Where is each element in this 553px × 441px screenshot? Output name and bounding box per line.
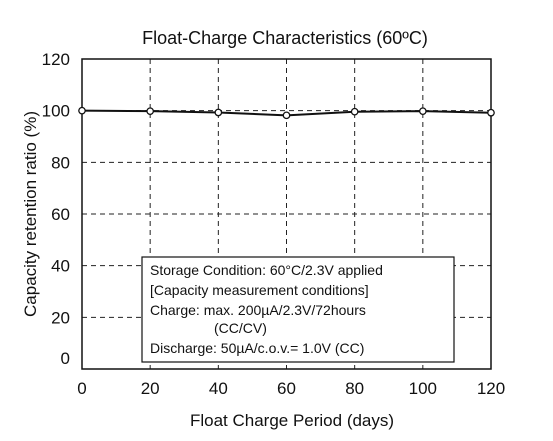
- y-tick-label-4: 80: [51, 153, 70, 172]
- annotation-frame: [141, 256, 455, 363]
- plot-frame: [81, 58, 492, 370]
- data-point-0-0: [78, 106, 86, 115]
- data-point-0-4: [350, 107, 359, 116]
- annotation-line-4: (CC/CV): [214, 320, 267, 336]
- x-tick-labels: 0 20 40 60 80 100 120: [77, 379, 505, 398]
- data-point-0-6: [487, 108, 495, 117]
- y-tick-label-5: 100: [42, 102, 70, 121]
- x-tick-label-1: 20: [141, 379, 160, 398]
- annotation-line-3: Charge: max. 200µA/2.3V/72hours: [150, 302, 366, 318]
- series-group: [78, 106, 495, 120]
- annotation-line-2: [Capacity measurement conditions]: [150, 282, 369, 298]
- annotation-line-5: Discharge: 50µA/c.o.v.= 1.0V (CC): [150, 340, 364, 356]
- x-tick-label-0: 0: [77, 379, 86, 398]
- y-tick-labels: 0 20 40 60 80 100 120: [42, 50, 70, 368]
- grid: [82, 59, 491, 369]
- x-tick-label-5: 100: [409, 379, 437, 398]
- x-axis-title: Float Charge Period (days): [190, 411, 394, 430]
- y-tick-label-1: 20: [51, 308, 70, 327]
- y-axis-title: Capacity retention ratio (%): [21, 111, 40, 317]
- data-point-0-3: [282, 111, 291, 120]
- y-tick-label-3: 60: [51, 205, 70, 224]
- chart-title: Float-Charge Characteristics (60ºC): [142, 28, 428, 48]
- y-tick-label-2: 40: [51, 257, 70, 276]
- annotation-box: Storage Condition: 60°C/2.3V applied [Ca…: [141, 256, 455, 363]
- x-tick-label-3: 60: [277, 379, 296, 398]
- x-tick-label-4: 80: [345, 379, 364, 398]
- y-tick-label-6: 120: [42, 50, 70, 69]
- data-point-0-5: [418, 107, 427, 116]
- data-point-0-1: [146, 107, 155, 116]
- x-tick-label-2: 40: [209, 379, 228, 398]
- annotation-line-1: Storage Condition: 60°C/2.3V applied: [150, 262, 383, 278]
- x-tick-label-6: 120: [477, 379, 505, 398]
- data-point-0-2: [214, 108, 223, 117]
- y-tick-label-0: 0: [61, 349, 70, 368]
